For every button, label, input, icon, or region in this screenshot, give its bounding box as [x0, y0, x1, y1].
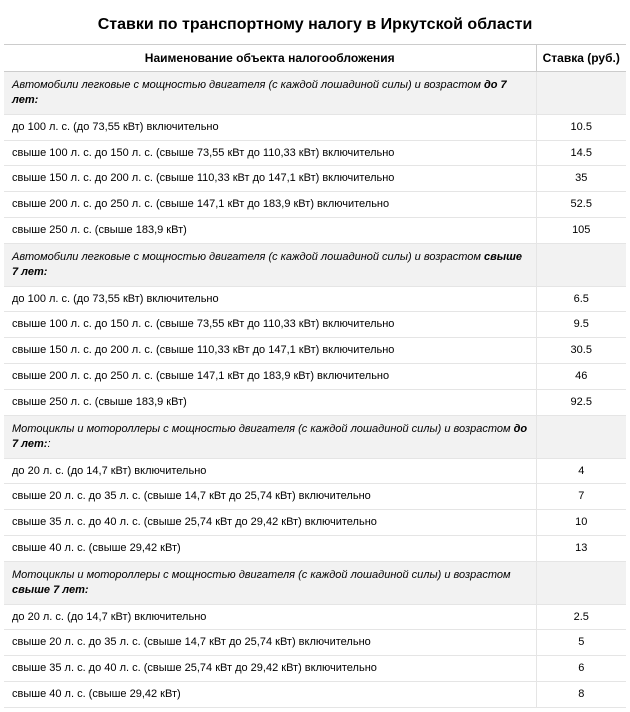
- column-header-rate: Ставка (руб.): [536, 45, 626, 72]
- table-row: до 100 л. с. (до 73,55 кВт) включительно…: [4, 286, 626, 312]
- column-header-name: Наименование объекта налогообложения: [4, 45, 536, 72]
- row-rate-cell: 8: [536, 682, 626, 708]
- table-row: свыше 100 л. с. до 150 л. с. (свыше 73,5…: [4, 140, 626, 166]
- row-name-cell: до 20 л. с. (до 14,7 кВт) включительно: [4, 458, 536, 484]
- row-rate-cell: 14.5: [536, 140, 626, 166]
- row-rate-cell: 5: [536, 630, 626, 656]
- section-heading-rate-cell: [536, 243, 626, 286]
- section-heading-cell: Автомобили легковые с мощностью двигател…: [4, 72, 536, 115]
- row-rate-cell: 4: [536, 458, 626, 484]
- table-row: свыше 100 л. с. до 150 л. с. (свыше 73,5…: [4, 312, 626, 338]
- row-name-cell: свыше 100 л. с. до 150 л. с. (свыше 73,5…: [4, 140, 536, 166]
- section-heading-suffix: :: [47, 438, 50, 450]
- row-rate-cell: 2.5: [536, 604, 626, 630]
- row-name-cell: до 100 л. с. (до 73,55 кВт) включительно: [4, 114, 536, 140]
- table-row: до 100 л. с. (до 73,55 кВт) включительно…: [4, 114, 626, 140]
- tax-rates-table: Наименование объекта налогообложения Ста…: [4, 44, 626, 708]
- row-name-cell: до 20 л. с. (до 14,7 кВт) включительно: [4, 604, 536, 630]
- row-rate-cell: 10.5: [536, 114, 626, 140]
- table-row: свыше 35 л. с. до 40 л. с. (свыше 25,74 …: [4, 510, 626, 536]
- row-name-cell: свыше 40 л. с. (свыше 29,42 кВт): [4, 536, 536, 562]
- row-rate-cell: 6.5: [536, 286, 626, 312]
- table-row: до 20 л. с. (до 14,7 кВт) включительно4: [4, 458, 626, 484]
- row-rate-cell: 52.5: [536, 192, 626, 218]
- section-heading-cell: Мотоциклы и мотороллеры с мощностью двиг…: [4, 415, 536, 458]
- table-row: свыше 250 л. с. (свыше 183,9 кВт)105: [4, 218, 626, 244]
- row-rate-cell: 35: [536, 166, 626, 192]
- row-rate-cell: 13: [536, 536, 626, 562]
- row-name-cell: свыше 35 л. с. до 40 л. с. (свыше 25,74 …: [4, 510, 536, 536]
- table-row: свыше 40 л. с. (свыше 29,42 кВт)8: [4, 682, 626, 708]
- section-heading-prefix: Мотоциклы и мотороллеры с мощностью двиг…: [12, 423, 514, 435]
- row-name-cell: свыше 100 л. с. до 150 л. с. (свыше 73,5…: [4, 312, 536, 338]
- section-heading-row: Автомобили легковые с мощностью двигател…: [4, 72, 626, 115]
- table-row: свыше 150 л. с. до 200 л. с. (свыше 110,…: [4, 338, 626, 364]
- table-row: свыше 200 л. с. до 250 л. с. (свыше 147,…: [4, 192, 626, 218]
- section-heading-prefix: Автомобили легковые с мощностью двигател…: [12, 251, 484, 263]
- row-name-cell: свыше 250 л. с. (свыше 183,9 кВт): [4, 389, 536, 415]
- row-rate-cell: 46: [536, 364, 626, 390]
- row-rate-cell: 10: [536, 510, 626, 536]
- row-rate-cell: 30.5: [536, 338, 626, 364]
- table-header-row: Наименование объекта налогообложения Ста…: [4, 45, 626, 72]
- row-name-cell: свыше 200 л. с. до 250 л. с. (свыше 147,…: [4, 364, 536, 390]
- row-name-cell: свыше 40 л. с. (свыше 29,42 кВт): [4, 682, 536, 708]
- table-row: свыше 20 л. с. до 35 л. с. (свыше 14,7 к…: [4, 484, 626, 510]
- row-rate-cell: 7: [536, 484, 626, 510]
- section-heading-row: Мотоциклы и мотороллеры с мощностью двиг…: [4, 415, 626, 458]
- table-row: до 20 л. с. (до 14,7 кВт) включительно2.…: [4, 604, 626, 630]
- row-name-cell: свыше 20 л. с. до 35 л. с. (свыше 14,7 к…: [4, 484, 536, 510]
- section-heading-rate-cell: [536, 561, 626, 604]
- row-name-cell: свыше 35 л. с. до 40 л. с. (свыше 25,74 …: [4, 656, 536, 682]
- row-rate-cell: 92.5: [536, 389, 626, 415]
- row-rate-cell: 105: [536, 218, 626, 244]
- section-heading-cell: Автомобили легковые с мощностью двигател…: [4, 243, 536, 286]
- row-rate-cell: 9.5: [536, 312, 626, 338]
- row-name-cell: до 100 л. с. (до 73,55 кВт) включительно: [4, 286, 536, 312]
- row-name-cell: свыше 20 л. с. до 35 л. с. (свыше 14,7 к…: [4, 630, 536, 656]
- table-body: Автомобили легковые с мощностью двигател…: [4, 72, 626, 708]
- section-heading-row: Мотоциклы и мотороллеры с мощностью двиг…: [4, 561, 626, 604]
- row-rate-cell: 6: [536, 656, 626, 682]
- section-heading-prefix: Автомобили легковые с мощностью двигател…: [12, 79, 484, 91]
- section-heading-prefix: Мотоциклы и мотороллеры с мощностью двиг…: [12, 569, 511, 581]
- section-heading-bold: свыше 7 лет:: [12, 584, 89, 596]
- table-row: свыше 40 л. с. (свыше 29,42 кВт)13: [4, 536, 626, 562]
- section-heading-row: Автомобили легковые с мощностью двигател…: [4, 243, 626, 286]
- section-heading-rate-cell: [536, 415, 626, 458]
- table-row: свыше 250 л. с. (свыше 183,9 кВт)92.5: [4, 389, 626, 415]
- section-heading-rate-cell: [536, 72, 626, 115]
- page-title: Ставки по транспортному налогу в Иркутск…: [4, 16, 626, 34]
- table-row: свыше 20 л. с. до 35 л. с. (свыше 14,7 к…: [4, 630, 626, 656]
- row-name-cell: свыше 150 л. с. до 200 л. с. (свыше 110,…: [4, 166, 536, 192]
- table-row: свыше 35 л. с. до 40 л. с. (свыше 25,74 …: [4, 656, 626, 682]
- row-name-cell: свыше 150 л. с. до 200 л. с. (свыше 110,…: [4, 338, 536, 364]
- table-row: свыше 150 л. с. до 200 л. с. (свыше 110,…: [4, 166, 626, 192]
- row-name-cell: свыше 250 л. с. (свыше 183,9 кВт): [4, 218, 536, 244]
- table-row: свыше 200 л. с. до 250 л. с. (свыше 147,…: [4, 364, 626, 390]
- section-heading-cell: Мотоциклы и мотороллеры с мощностью двиг…: [4, 561, 536, 604]
- row-name-cell: свыше 200 л. с. до 250 л. с. (свыше 147,…: [4, 192, 536, 218]
